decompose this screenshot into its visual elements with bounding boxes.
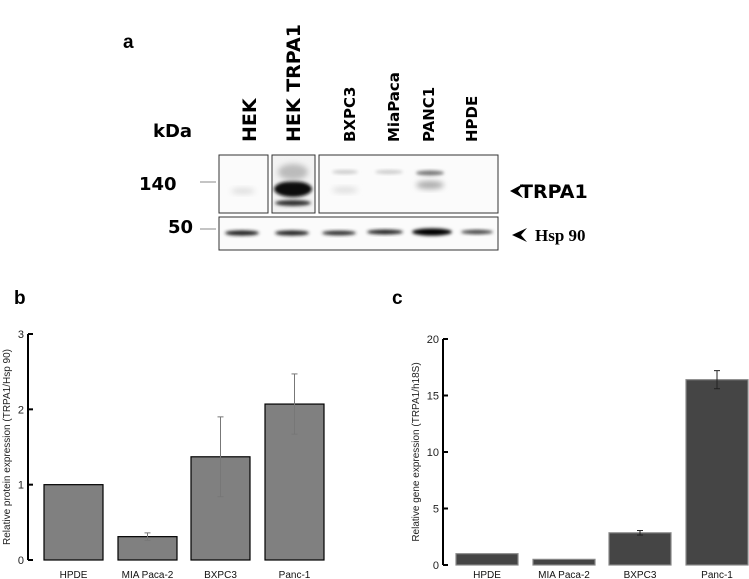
bar-2 (608, 532, 672, 566)
protein-expression-chart: HPDE MIA Paca-2 BXPC3 Panc-1 0 1 2 3 Relative pr… (2, 329, 325, 579)
hsp90-band-label: Hsp 90 (535, 226, 586, 245)
y-tick-label: 0 (433, 560, 439, 572)
y-axis-label: Relative protein expression (TRPA1/Hsp 9… (2, 349, 13, 545)
trpa1-arrow-icon (510, 184, 523, 198)
bar-0 (43, 484, 104, 561)
y-tick-label: 2 (18, 404, 24, 416)
lane-label-miapaca: MiaPaca (385, 72, 403, 142)
gene-expression-chart: HPDE MIA Paca-2 BXPC3 Panc-1 0 5 10 15 20 Relativ… (411, 334, 749, 579)
band-hek-trpa1 (274, 181, 312, 197)
category-label: HPDE (60, 570, 88, 579)
y-tick-label: 1 (18, 480, 24, 492)
lane-label-hek-trpa1: HEK TRPA1 (283, 24, 305, 142)
y-tick-label: 5 (433, 504, 439, 516)
category-label: BXPC3 (204, 570, 237, 579)
y-tick-label: 0 (18, 555, 24, 567)
hsp90-blot (218, 216, 499, 251)
y-tick-label: 20 (427, 334, 439, 346)
y-tick-label: 15 (427, 391, 439, 403)
panel-letter-a: a (123, 32, 134, 53)
category-label: BXPC3 (624, 570, 657, 579)
category-label: Panc-1 (279, 570, 311, 579)
trpa1-band-label: TRPA1 (520, 181, 588, 203)
lane-label-hek: HEK (239, 97, 261, 142)
y-axis-label: Relative gene expression (TRPA1/h18S) (411, 362, 422, 541)
y-tick-label: 3 (18, 329, 24, 341)
lane-label-panc1: PANC1 (420, 87, 438, 142)
band-panc1-trpa1 (416, 170, 444, 176)
bar-0 (455, 553, 519, 566)
marker-50: 50 (168, 217, 193, 238)
western-blot-panel: a kDa HEK HEK TRPA1 BXPC3 MiaPaca PANC1 … (123, 24, 588, 251)
category-label: HPDE (473, 570, 501, 579)
category-label: MIA Paca-2 (538, 570, 590, 579)
category-label: MIA Paca-2 (122, 570, 174, 579)
kda-label: kDa (153, 121, 192, 142)
category-label: Panc-1 (701, 570, 733, 579)
panel-letter-b: b (14, 288, 26, 309)
marker-140: 140 (139, 174, 177, 195)
y-tick-label: 10 (427, 447, 439, 459)
bar-1 (532, 558, 596, 566)
hsp90-arrow-icon (512, 228, 527, 242)
lane-label-hpde: HPDE (463, 96, 481, 142)
panel-letter-c: c (392, 288, 403, 309)
bar-3 (685, 379, 749, 566)
trpa1-blot (218, 154, 499, 214)
lane-label-bxpc3: BXPC3 (341, 87, 359, 142)
